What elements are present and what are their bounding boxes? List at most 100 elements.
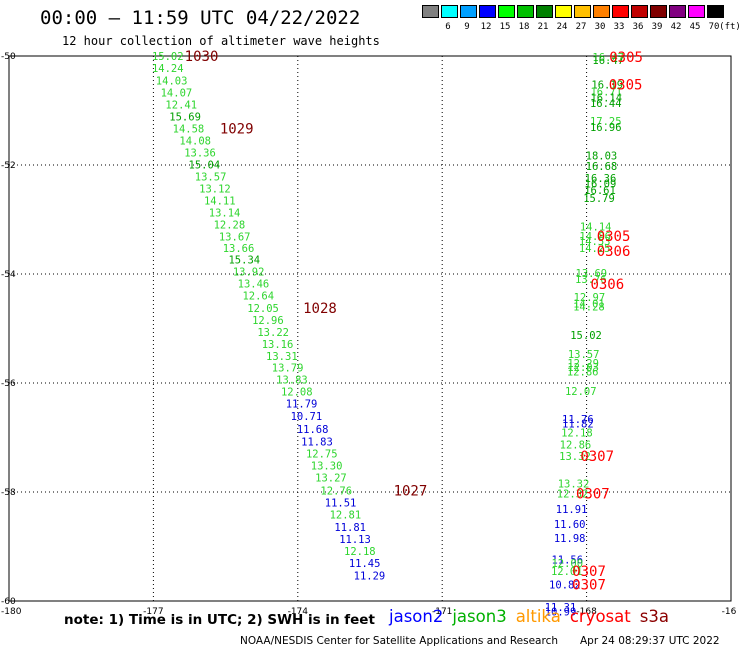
wave-height-value: 14.53 — [579, 236, 611, 248]
wave-height-value: 16.19 — [591, 79, 623, 91]
map-title: 00:00 – 11:59 UTC 04/22/2022 — [40, 7, 361, 29]
longitude-label: -171 — [432, 607, 452, 617]
wave-height-value: 12.75 — [306, 448, 338, 460]
color-swatch — [574, 5, 591, 18]
time-stamp-label: 0306 — [590, 277, 624, 293]
wave-height-value: 12.64 — [242, 290, 274, 302]
wave-height-value: 13.66 — [223, 243, 255, 255]
color-scale-label: 21 — [537, 22, 549, 32]
wave-height-value: 18.03 — [586, 151, 618, 163]
wave-height-value: 11.81 — [334, 522, 366, 534]
wave-height-value: 16.44 — [590, 98, 622, 110]
wave-height-value: 13.79 — [272, 363, 304, 375]
time-stamp-label: 1028 — [303, 301, 337, 317]
wave-height-value: 12.97 — [574, 292, 606, 304]
color-scale-label: 24 — [556, 22, 568, 32]
footnote: note: 1) Time is in UTC; 2) SWH is in fe… — [64, 612, 375, 628]
wave-height-value: 11.79 — [286, 399, 318, 411]
time-stamp-label: 0307 — [572, 578, 606, 594]
wave-height-value: 13.69 — [576, 268, 608, 280]
wave-height-value: 16.71 — [590, 86, 622, 98]
wave-height-value: 13.57 — [195, 171, 227, 183]
time-stamp-label: 0307 — [580, 449, 614, 465]
wave-height-value: 10.99 — [545, 606, 577, 618]
wave-height-value: 12.18 — [561, 428, 593, 440]
wave-height-value: 16.47 — [592, 52, 624, 64]
wave-height-value: 14.24 — [152, 63, 184, 75]
wave-height-value: 11.68 — [297, 424, 329, 436]
color-swatch — [441, 5, 458, 18]
color-scale-label: 36 — [632, 22, 644, 32]
color-swatch — [498, 5, 515, 18]
color-swatch — [593, 5, 610, 18]
latitude-label: -58 — [1, 488, 16, 498]
color-scale-unit: (ft) — [719, 22, 740, 32]
color-swatch — [422, 5, 439, 18]
wave-height-value: 13.32 — [559, 451, 591, 463]
wave-height-value: 13.14 — [209, 207, 241, 219]
color-swatch — [479, 5, 496, 18]
color-scale-label: 12 — [480, 22, 492, 32]
wave-height-value: 12.08 — [281, 387, 313, 399]
map-grid — [8, 55, 732, 602]
color-swatch — [517, 5, 534, 18]
wave-height-value: 13.36 — [184, 147, 216, 159]
legend-entry: jason2 — [389, 607, 444, 626]
latitude-label: -54 — [1, 270, 16, 280]
latitude-label: -52 — [1, 161, 16, 171]
wave-height-value: 13.92 — [233, 266, 265, 278]
color-scale-label: 30 — [594, 22, 606, 32]
legend-entry: jason3 — [452, 607, 507, 626]
wave-height-value: 13.22 — [257, 327, 289, 339]
wave-height-value: 15.04 — [189, 159, 221, 171]
color-swatch — [460, 5, 477, 18]
wave-height-value: 12.41 — [165, 100, 197, 112]
wave-height-value: 12.96 — [252, 315, 284, 327]
time-stamp-label: 0306 — [597, 244, 631, 260]
color-swatch — [669, 5, 686, 18]
time-stamp-label: 0305 — [609, 50, 643, 66]
wave-height-value: 13.83 — [276, 375, 308, 387]
legend-entry: cryosat — [569, 607, 631, 626]
wave-height-value: 11.83 — [301, 436, 333, 448]
wave-height-value: 12.07 — [565, 386, 597, 398]
color-scale-label: 6 — [445, 22, 451, 32]
wave-height-value: 14.14 — [580, 222, 612, 234]
wave-height-value: 14.01 — [573, 298, 605, 310]
time-stamp-label: 1027 — [394, 483, 428, 499]
wave-height-value: 14.25 — [579, 243, 611, 255]
wave-height-value: 11.45 — [349, 558, 381, 570]
time-stamp-label: 0307 — [576, 487, 610, 503]
wave-height-value: 12.03 — [567, 362, 599, 374]
wave-height-value: 16.09 — [585, 179, 617, 191]
wave-height-value: 14.07 — [161, 88, 193, 100]
time-stamp-label: 1029 — [220, 121, 254, 137]
color-scale-label: 39 — [651, 22, 663, 32]
wave-height-value: 12.81 — [330, 509, 362, 521]
wave-height-value: 16.96 — [590, 122, 622, 134]
color-scale-label: 15 — [499, 22, 511, 32]
wave-height-value: 11.56 — [551, 555, 583, 567]
wave-height-value: 13.57 — [568, 349, 600, 361]
wave-height-value: 15.02 — [570, 330, 602, 342]
color-swatch — [536, 5, 553, 18]
time-stamp-label: 0305 — [609, 77, 643, 93]
color-swatch — [707, 5, 724, 18]
wave-height-labels: 15.0214.2414.0314.0712.4115.6914.5814.08… — [152, 51, 624, 618]
time-stamps: 1030102910281027030503050305030603060307… — [185, 49, 643, 594]
wave-height-value: 10.71 — [291, 411, 323, 423]
wave-height-value: 14.11 — [204, 195, 236, 207]
wave-height-value: 11.98 — [554, 533, 586, 545]
time-stamp-label: 1030 — [185, 49, 219, 65]
wave-height-value: 12.18 — [344, 546, 376, 558]
longitude-label: -168 — [576, 607, 597, 617]
satellite-legend: jason2 jason3 altika cryosat s3a — [389, 607, 678, 626]
latitude-label: -60 — [1, 597, 16, 607]
latitude-label: -56 — [1, 379, 16, 389]
wave-height-value: 12.86 — [567, 367, 599, 379]
wave-height-value: 13.30 — [311, 460, 343, 472]
wave-height-value: 11.60 — [554, 519, 586, 531]
color-scale-label: 70 — [708, 22, 720, 32]
wave-height-value: 16.36 — [585, 173, 617, 185]
wave-height-value: 12.86 — [560, 440, 592, 452]
